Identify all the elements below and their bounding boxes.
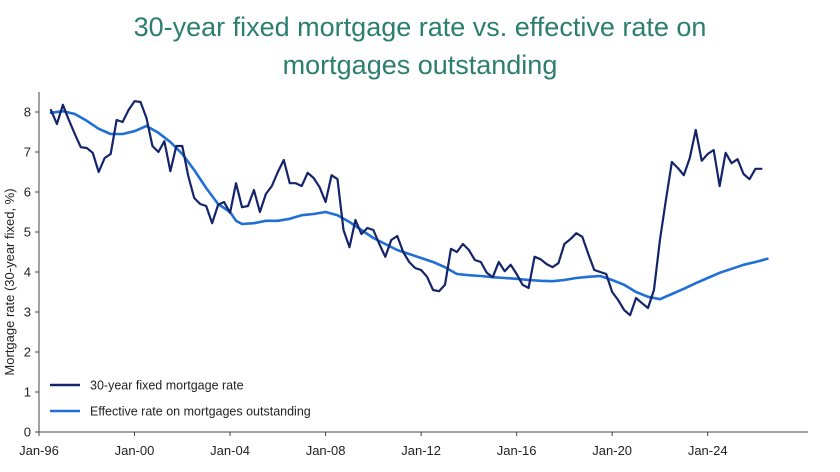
y-tick-label: 0 xyxy=(24,425,31,440)
x-tick-label: Jan-00 xyxy=(115,443,155,458)
x-tick-label: Jan-08 xyxy=(306,443,346,458)
x-tick-label: Jan-12 xyxy=(401,443,441,458)
y-tick-label: 5 xyxy=(24,225,31,240)
y-tick-label: 3 xyxy=(24,305,31,320)
series-line-30-year-fixed xyxy=(49,100,763,317)
chart-title: 30-year fixed mortgage rate vs. effectiv… xyxy=(0,8,840,84)
x-tick-label: Jan-24 xyxy=(688,443,728,458)
chart-title-line-1: 30-year fixed mortgage rate vs. effectiv… xyxy=(133,12,707,42)
x-tick-label: Jan-96 xyxy=(19,443,59,458)
legend-label: 30-year fixed mortgage rate xyxy=(90,379,244,393)
x-tick-label: Jan-20 xyxy=(592,443,632,458)
y-tick-label: 2 xyxy=(24,345,31,360)
series-lines xyxy=(49,100,769,317)
y-tick-label: 1 xyxy=(24,385,31,400)
legend-label: Effective rate on mortgages outstanding xyxy=(90,405,311,419)
y-tick-label: 6 xyxy=(24,185,31,200)
y-tick-label: 7 xyxy=(24,145,31,160)
y-tick-label: 4 xyxy=(24,265,31,280)
series-line-effective-rate xyxy=(49,109,769,301)
x-tick-label: Jan-16 xyxy=(497,443,537,458)
axes: 0 1 2 3 4 5 6 7 8 Jan-96 Jan-00 Jan-04 Jan-08 Jan-12 J… xyxy=(2,92,808,458)
y-axis-title: Mortgage rate (30-year fixed, %) xyxy=(2,188,17,375)
y-tick-label: 8 xyxy=(24,105,31,120)
legend: 30-year fixed mortgage rate Effective rat… xyxy=(50,379,311,419)
chart-title-line-2: mortgages outstanding xyxy=(282,50,558,80)
x-tick-label: Jan-04 xyxy=(210,443,250,458)
